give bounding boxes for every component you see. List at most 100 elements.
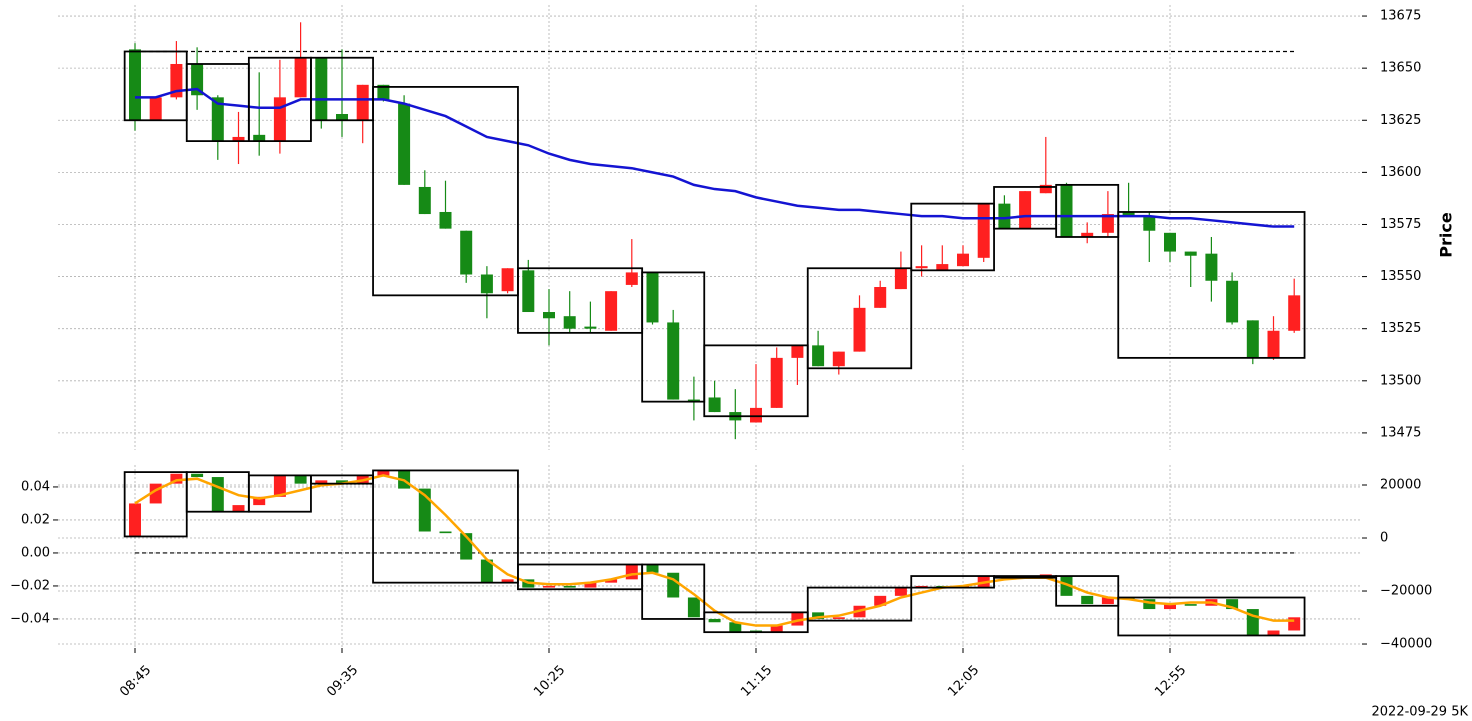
candle-body — [625, 272, 638, 285]
candle-body — [584, 582, 597, 588]
y-tick-label: 13675 — [1380, 9, 1421, 24]
candle-body — [315, 57, 328, 121]
indicator-line — [134, 474, 1295, 627]
candle-body — [273, 97, 286, 142]
candle-body — [998, 203, 1011, 229]
candle-body — [708, 397, 721, 413]
candle-body — [170, 473, 183, 484]
y-tick-label: −0.04 — [10, 611, 50, 626]
x-tick-label: 12:05 — [945, 663, 982, 700]
candle-body — [129, 49, 141, 121]
indicator-line — [135, 87, 1295, 228]
x-tick-label: 12:55 — [1152, 663, 1189, 700]
candle-body — [977, 203, 990, 258]
candle-body — [253, 134, 266, 142]
range-box — [641, 563, 706, 620]
range-box — [910, 575, 995, 589]
candle-body — [729, 622, 742, 633]
range-box — [1117, 211, 1306, 359]
candle-body — [687, 399, 700, 402]
candle-body — [1060, 184, 1073, 237]
candle-body — [1205, 253, 1218, 281]
candle-body — [894, 587, 907, 596]
y-tick-label: −40000 — [1380, 637, 1432, 652]
x-tick-label: 11:15 — [738, 663, 775, 700]
candle-body — [605, 579, 618, 583]
candle-body — [1226, 280, 1239, 323]
candle-body — [1267, 630, 1280, 636]
y-tick-label: 0.00 — [21, 545, 50, 560]
candle-body — [791, 345, 804, 358]
candle-body — [294, 57, 307, 98]
candle-body — [894, 268, 907, 290]
candle-body — [936, 264, 949, 271]
y-axis-label: Price — [1437, 212, 1456, 258]
candle-body — [667, 322, 680, 400]
candle-body — [646, 272, 659, 323]
candle-body — [646, 564, 659, 573]
candle-body — [1081, 595, 1094, 605]
range-box — [641, 271, 706, 403]
candle-body — [439, 211, 452, 229]
candle-body — [1101, 597, 1114, 605]
range-box — [1055, 575, 1120, 607]
range-box — [1055, 183, 1120, 238]
candle-body — [170, 63, 183, 98]
candle-body — [667, 572, 680, 598]
candle-body — [377, 84, 390, 100]
y-tick-label: 20000 — [1380, 478, 1421, 493]
candle-body — [915, 266, 928, 269]
candle-body — [129, 503, 141, 537]
x-tick-label: 08:45 — [117, 663, 154, 700]
candle-body — [439, 531, 452, 534]
candle-body — [1019, 191, 1032, 229]
candle-body — [1164, 232, 1176, 252]
candle-body — [812, 345, 825, 367]
candle-body — [480, 274, 493, 294]
candle-body — [191, 473, 204, 478]
range-box — [703, 344, 809, 418]
candle-body — [750, 407, 762, 423]
candle-body — [1143, 216, 1156, 231]
candle-body — [501, 579, 514, 583]
y-tick-label: 13625 — [1380, 113, 1421, 128]
candle-body — [356, 84, 369, 121]
range-box — [806, 586, 913, 622]
y-tick-label: 13550 — [1380, 269, 1421, 284]
range-box — [910, 202, 995, 272]
candle-body — [563, 585, 576, 588]
candle-body — [294, 475, 307, 484]
candle-body — [211, 97, 224, 142]
candle-body — [191, 63, 204, 96]
range-box — [806, 267, 913, 370]
candle-body — [336, 480, 348, 484]
candle-body — [1288, 295, 1301, 331]
candle-body — [522, 270, 535, 313]
candle-body — [315, 480, 328, 484]
candle-body — [563, 316, 576, 329]
range-box — [703, 611, 809, 634]
candle-body — [418, 186, 431, 215]
candle-body — [874, 287, 887, 308]
candle-body — [1143, 599, 1156, 610]
range-box — [372, 469, 519, 584]
candle-body — [377, 470, 390, 476]
candle-body — [832, 617, 845, 619]
candle-body — [1267, 330, 1280, 358]
candle-body — [1226, 599, 1239, 610]
y-tick-label: 13600 — [1380, 165, 1421, 180]
candle-body — [1039, 184, 1052, 194]
candle-body — [770, 625, 783, 633]
y-tick-label: 13475 — [1380, 425, 1421, 440]
range-box — [517, 267, 644, 334]
candle-body — [232, 136, 245, 142]
y-tick-label: −0.02 — [10, 578, 50, 593]
candle-body — [480, 559, 493, 583]
candle-body — [1122, 211, 1135, 217]
candle-body — [1184, 251, 1197, 256]
candle-body — [543, 585, 555, 588]
range-box — [247, 474, 312, 513]
candle-body — [543, 312, 555, 319]
candle-body — [273, 475, 286, 497]
